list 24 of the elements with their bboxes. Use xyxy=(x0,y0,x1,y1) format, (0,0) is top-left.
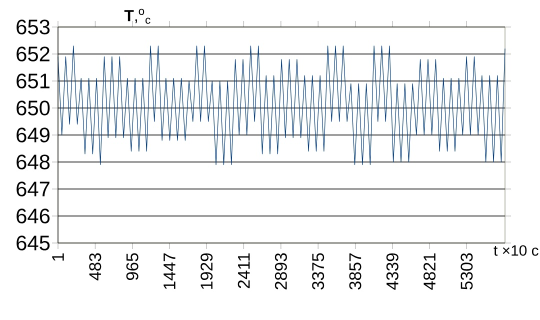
x-tick-label: 2411 xyxy=(238,253,250,288)
x-axis-title: t ×10 c xyxy=(494,245,538,256)
y-tick-label: 650 xyxy=(16,100,50,116)
y-tick-label: 653 xyxy=(16,20,50,34)
x-tick-label: 1447 xyxy=(164,253,176,289)
y-tick-label: 648 xyxy=(16,154,50,170)
x-tick-label: 483 xyxy=(89,253,102,280)
y-tick-label: 647 xyxy=(16,182,50,196)
y-tick-label: 646 xyxy=(16,208,50,224)
x-tick-label: 1929 xyxy=(200,253,213,289)
x-tick-label: 3857 xyxy=(349,253,362,290)
x-tick-label: 1 xyxy=(52,253,64,261)
y-tick-label: 645 xyxy=(16,236,50,250)
line-series xyxy=(58,46,506,165)
x-tick-label: 965 xyxy=(126,253,138,280)
x-tick-label: 4339 xyxy=(386,253,398,290)
x-tick-label: 5303 xyxy=(460,253,473,290)
y-tick-label: 649 xyxy=(16,128,50,142)
y-tick-label: 651 xyxy=(16,74,50,88)
y-axis-title: T,$^{o}$c xyxy=(124,8,150,24)
x-tick-label: 4821 xyxy=(424,253,436,290)
x-tick-label: 2893 xyxy=(274,253,287,290)
x-tick-label: 3375 xyxy=(312,253,324,290)
y-tick-label: 652 xyxy=(16,46,50,62)
